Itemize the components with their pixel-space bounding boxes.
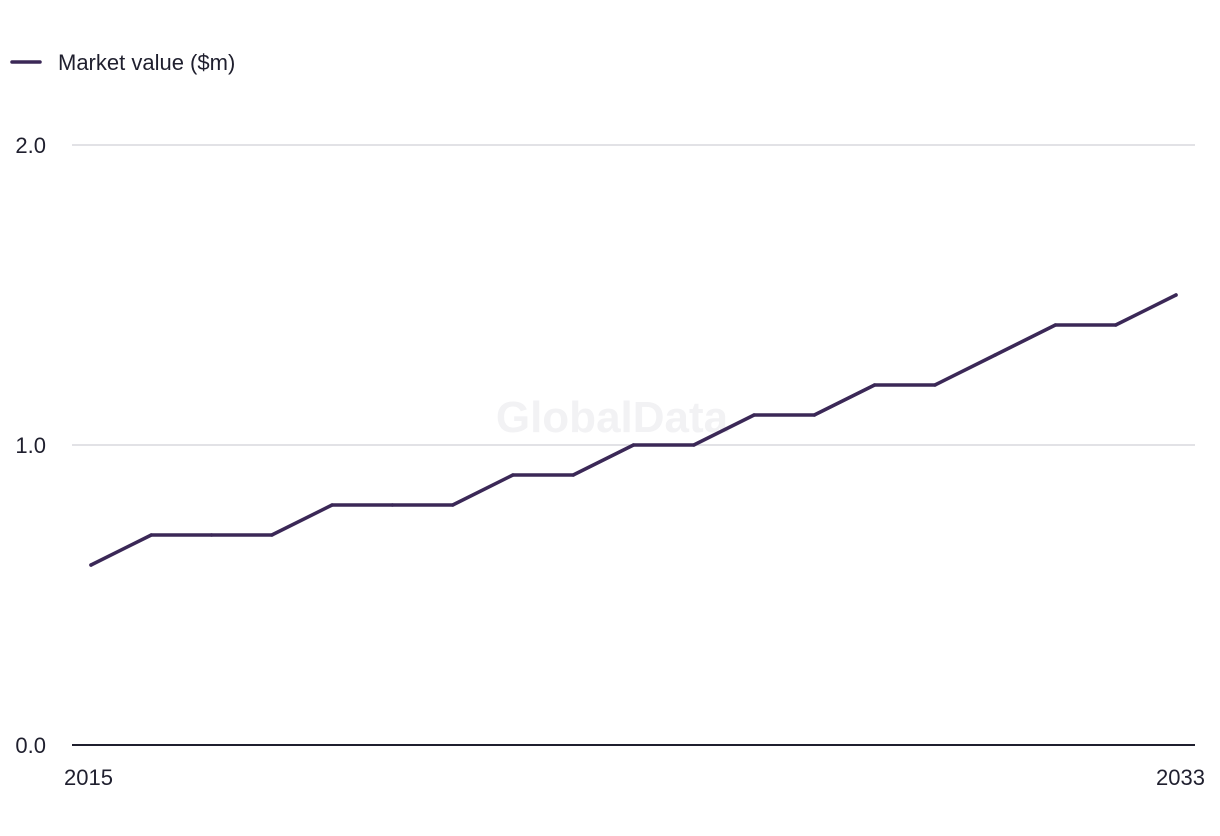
- x-tick-label: 2015: [64, 765, 113, 790]
- data-point: [149, 533, 154, 537]
- data-point: [692, 443, 696, 447]
- y-tick-label: 2.0: [15, 133, 46, 158]
- data-point: [330, 503, 334, 507]
- y-tick-label: 1.0: [15, 433, 46, 458]
- data-point: [872, 383, 877, 387]
- data-point: [752, 413, 756, 417]
- data-point: [511, 473, 515, 477]
- data-point: [631, 443, 636, 447]
- data-point: [1053, 323, 1058, 327]
- data-point: [89, 563, 93, 567]
- legend-label: Market value ($m): [58, 50, 235, 75]
- x-tick-label: 2033: [1156, 765, 1205, 790]
- data-point: [812, 413, 817, 417]
- data-point: [209, 533, 214, 537]
- y-tick-label: 0.0: [15, 733, 46, 758]
- series-layer: [89, 293, 1178, 567]
- data-point: [450, 503, 455, 507]
- data-point: [390, 503, 395, 507]
- data-point: [933, 383, 937, 387]
- data-point: [993, 353, 997, 357]
- data-point: [1113, 323, 1118, 327]
- data-point: [270, 533, 274, 537]
- y-axis-ticks: 0.0 1.0 2.0: [15, 133, 46, 758]
- x-axis-ticks: 2015 2033: [64, 765, 1205, 790]
- data-point: [571, 473, 575, 477]
- watermark-logo: GlobalData: [496, 393, 729, 442]
- legend: Market value ($m): [10, 50, 235, 75]
- data-point: [1174, 293, 1178, 297]
